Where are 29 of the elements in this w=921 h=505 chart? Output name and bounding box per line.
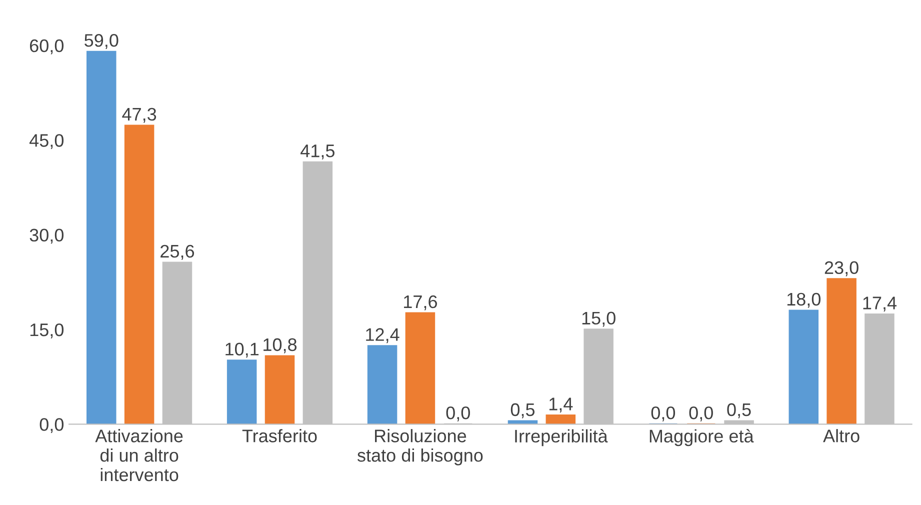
data-label: 12,4	[366, 328, 400, 344]
data-label: 41,5	[300, 144, 334, 160]
x-tick-label: Risoluzione stato di bisogno	[357, 429, 483, 466]
data-label: 17,6	[404, 295, 437, 310]
x-tick-label: Trasferito	[242, 429, 317, 442]
y-tick-label: 0,0	[40, 418, 64, 434]
data-label: 15,0	[582, 312, 616, 327]
data-label: 17,4	[863, 296, 897, 312]
data-label: 1,4	[549, 398, 573, 413]
y-tick-label: 15,0	[30, 323, 64, 338]
data-label: 25,6	[160, 244, 194, 260]
x-tick-label: Altro	[823, 429, 860, 442]
x-tick-label: Irreperibilità	[515, 429, 608, 446]
data-label: 23,0	[824, 261, 858, 276]
data-label: 0,0	[446, 406, 470, 422]
data-label: 10,1	[226, 342, 259, 358]
x-tick-label: Maggiore età	[650, 429, 754, 446]
data-label: 0,5	[727, 403, 751, 418]
y-tick-label: 45,0	[29, 134, 64, 149]
y-tick-label: 60,0	[30, 39, 64, 54]
data-label: 59,0	[84, 34, 118, 49]
data-label: 0,5	[510, 403, 535, 418]
data-label: 0,0	[651, 406, 676, 422]
data-label: 18,0	[787, 292, 821, 308]
data-label: 0,0	[689, 406, 713, 422]
y-tick-label: 30,0	[30, 228, 64, 244]
data-label: 10,8	[264, 338, 297, 354]
data-label: 47,3	[122, 108, 156, 123]
x-tick-label: Attivazione di un altro intervento	[95, 429, 183, 482]
